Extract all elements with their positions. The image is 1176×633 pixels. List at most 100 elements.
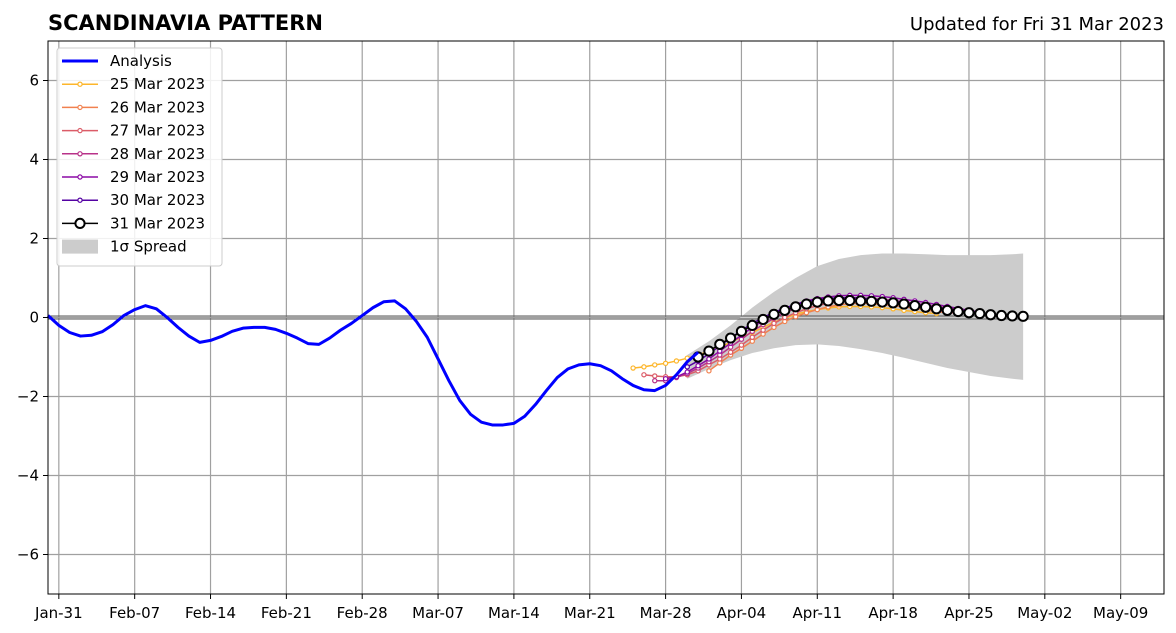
series-point (706, 368, 712, 374)
series-point (652, 373, 658, 379)
legend-marker (77, 151, 83, 157)
series-point (833, 294, 845, 307)
legend-label: 31 Mar 2023 (110, 214, 205, 232)
x-tick-label: May-02 (1017, 604, 1072, 622)
series-point (887, 297, 899, 309)
analysis-series (46, 299, 700, 427)
legend-label: 26 Mar 2023 (110, 98, 205, 116)
series-point (1017, 310, 1029, 322)
legend-label: 29 Mar 2023 (110, 168, 205, 186)
series-point (790, 301, 802, 313)
x-tick-label: Apr-11 (793, 604, 843, 622)
series-point (822, 295, 834, 307)
legend-item: 28 Mar 2023 (62, 145, 205, 163)
legend-label: 28 Mar 2023 (110, 145, 205, 163)
series-point (876, 296, 888, 308)
y-tick-label: 4 (29, 151, 39, 169)
series-point (941, 304, 953, 316)
x-tick-label: Feb-21 (261, 604, 312, 622)
legend-box (56, 47, 223, 267)
series-point (800, 298, 813, 310)
series-point (630, 365, 636, 371)
y-tick-label: −4 (17, 467, 39, 485)
series-point (652, 378, 658, 384)
x-tick-label: Mar-21 (564, 604, 616, 622)
y-tick-label: 0 (29, 309, 39, 327)
legend-item: Analysis (62, 52, 172, 70)
legend-label: 27 Mar 2023 (110, 122, 205, 140)
x-axis-ticks: Jan-31 Feb-07 Feb-14 Feb-21 Feb-28 Mar-07 Mar-… (34, 594, 1148, 622)
series-point (738, 342, 745, 348)
legend: Analysis 25 Mar 2023 26 Mar 2023 27 Mar 202… (56, 47, 223, 267)
legend-label: 25 Mar 2023 (110, 75, 205, 93)
legend-swatch (62, 239, 98, 254)
x-tick-label: May-09 (1093, 604, 1148, 622)
series-point (641, 372, 647, 378)
legend-item: 30 Mar 2023 (62, 191, 205, 209)
series-point (898, 298, 910, 310)
x-tick-label: Apr-25 (944, 604, 994, 622)
series-point (952, 305, 964, 318)
series-point (703, 345, 715, 357)
series-point (662, 376, 669, 382)
chart-title: SCANDINAVIA PATTERN (48, 11, 323, 35)
analysis-line (46, 299, 700, 427)
series-point (735, 325, 748, 337)
series-point (865, 295, 878, 307)
x-tick-label: Apr-04 (717, 604, 767, 622)
series-point (706, 356, 712, 362)
series-point (695, 362, 701, 369)
legend-marker (77, 104, 83, 111)
legend-item: 31 Mar 2023 (62, 214, 205, 232)
series-point (811, 296, 823, 308)
series-point (909, 300, 921, 312)
legend-marker (77, 127, 83, 134)
x-tick-label: Feb-28 (337, 604, 388, 622)
legend-label: 1σ Spread (110, 238, 187, 256)
series-point (920, 301, 932, 313)
legend-item: 29 Mar 2023 (62, 168, 205, 186)
spread-area (687, 253, 1024, 380)
series-point (844, 294, 856, 307)
series-point (749, 334, 755, 340)
series-point (768, 308, 780, 320)
legend-item: 26 Mar 2023 (62, 98, 205, 116)
series-point (985, 309, 997, 321)
y-tick-label: −2 (17, 388, 39, 406)
x-tick-label: Feb-07 (109, 604, 160, 622)
series-point (782, 314, 788, 321)
y-axis-ticks: −6 −4 −2 0 2 4 6 (17, 72, 48, 564)
legend-marker (74, 217, 86, 229)
series-point (855, 295, 867, 307)
series-point (757, 313, 769, 326)
series-point (652, 362, 658, 368)
legend-item: 1σ Spread (62, 238, 187, 256)
series-point (760, 327, 766, 333)
forecast-series (630, 292, 1029, 384)
series-point (662, 360, 669, 367)
spread-band (687, 253, 1024, 380)
series-point (779, 304, 791, 316)
series-point (727, 349, 734, 355)
legend-item: 25 Mar 2023 (62, 75, 205, 93)
series-point (1006, 310, 1018, 322)
x-tick-label: Apr-18 (868, 604, 918, 622)
chart-subtitle: Updated for Fri 31 Mar 2023 (910, 14, 1164, 35)
x-tick-label: Mar-14 (488, 604, 540, 622)
series-point (725, 332, 737, 344)
series-point (963, 307, 975, 319)
x-tick-label: Feb-14 (185, 604, 236, 622)
x-tick-label: Mar-28 (640, 604, 692, 622)
legend-marker (77, 81, 83, 87)
series-point (684, 369, 690, 375)
legend-label: 30 Mar 2023 (110, 191, 205, 209)
series-point (974, 307, 986, 320)
x-tick-label: Jan-31 (34, 604, 83, 622)
y-tick-label: −6 (17, 546, 39, 564)
series-point (673, 358, 680, 364)
series-point (684, 364, 690, 370)
legend-label: Analysis (110, 52, 172, 70)
series-point (995, 309, 1008, 322)
series-point (930, 303, 943, 315)
